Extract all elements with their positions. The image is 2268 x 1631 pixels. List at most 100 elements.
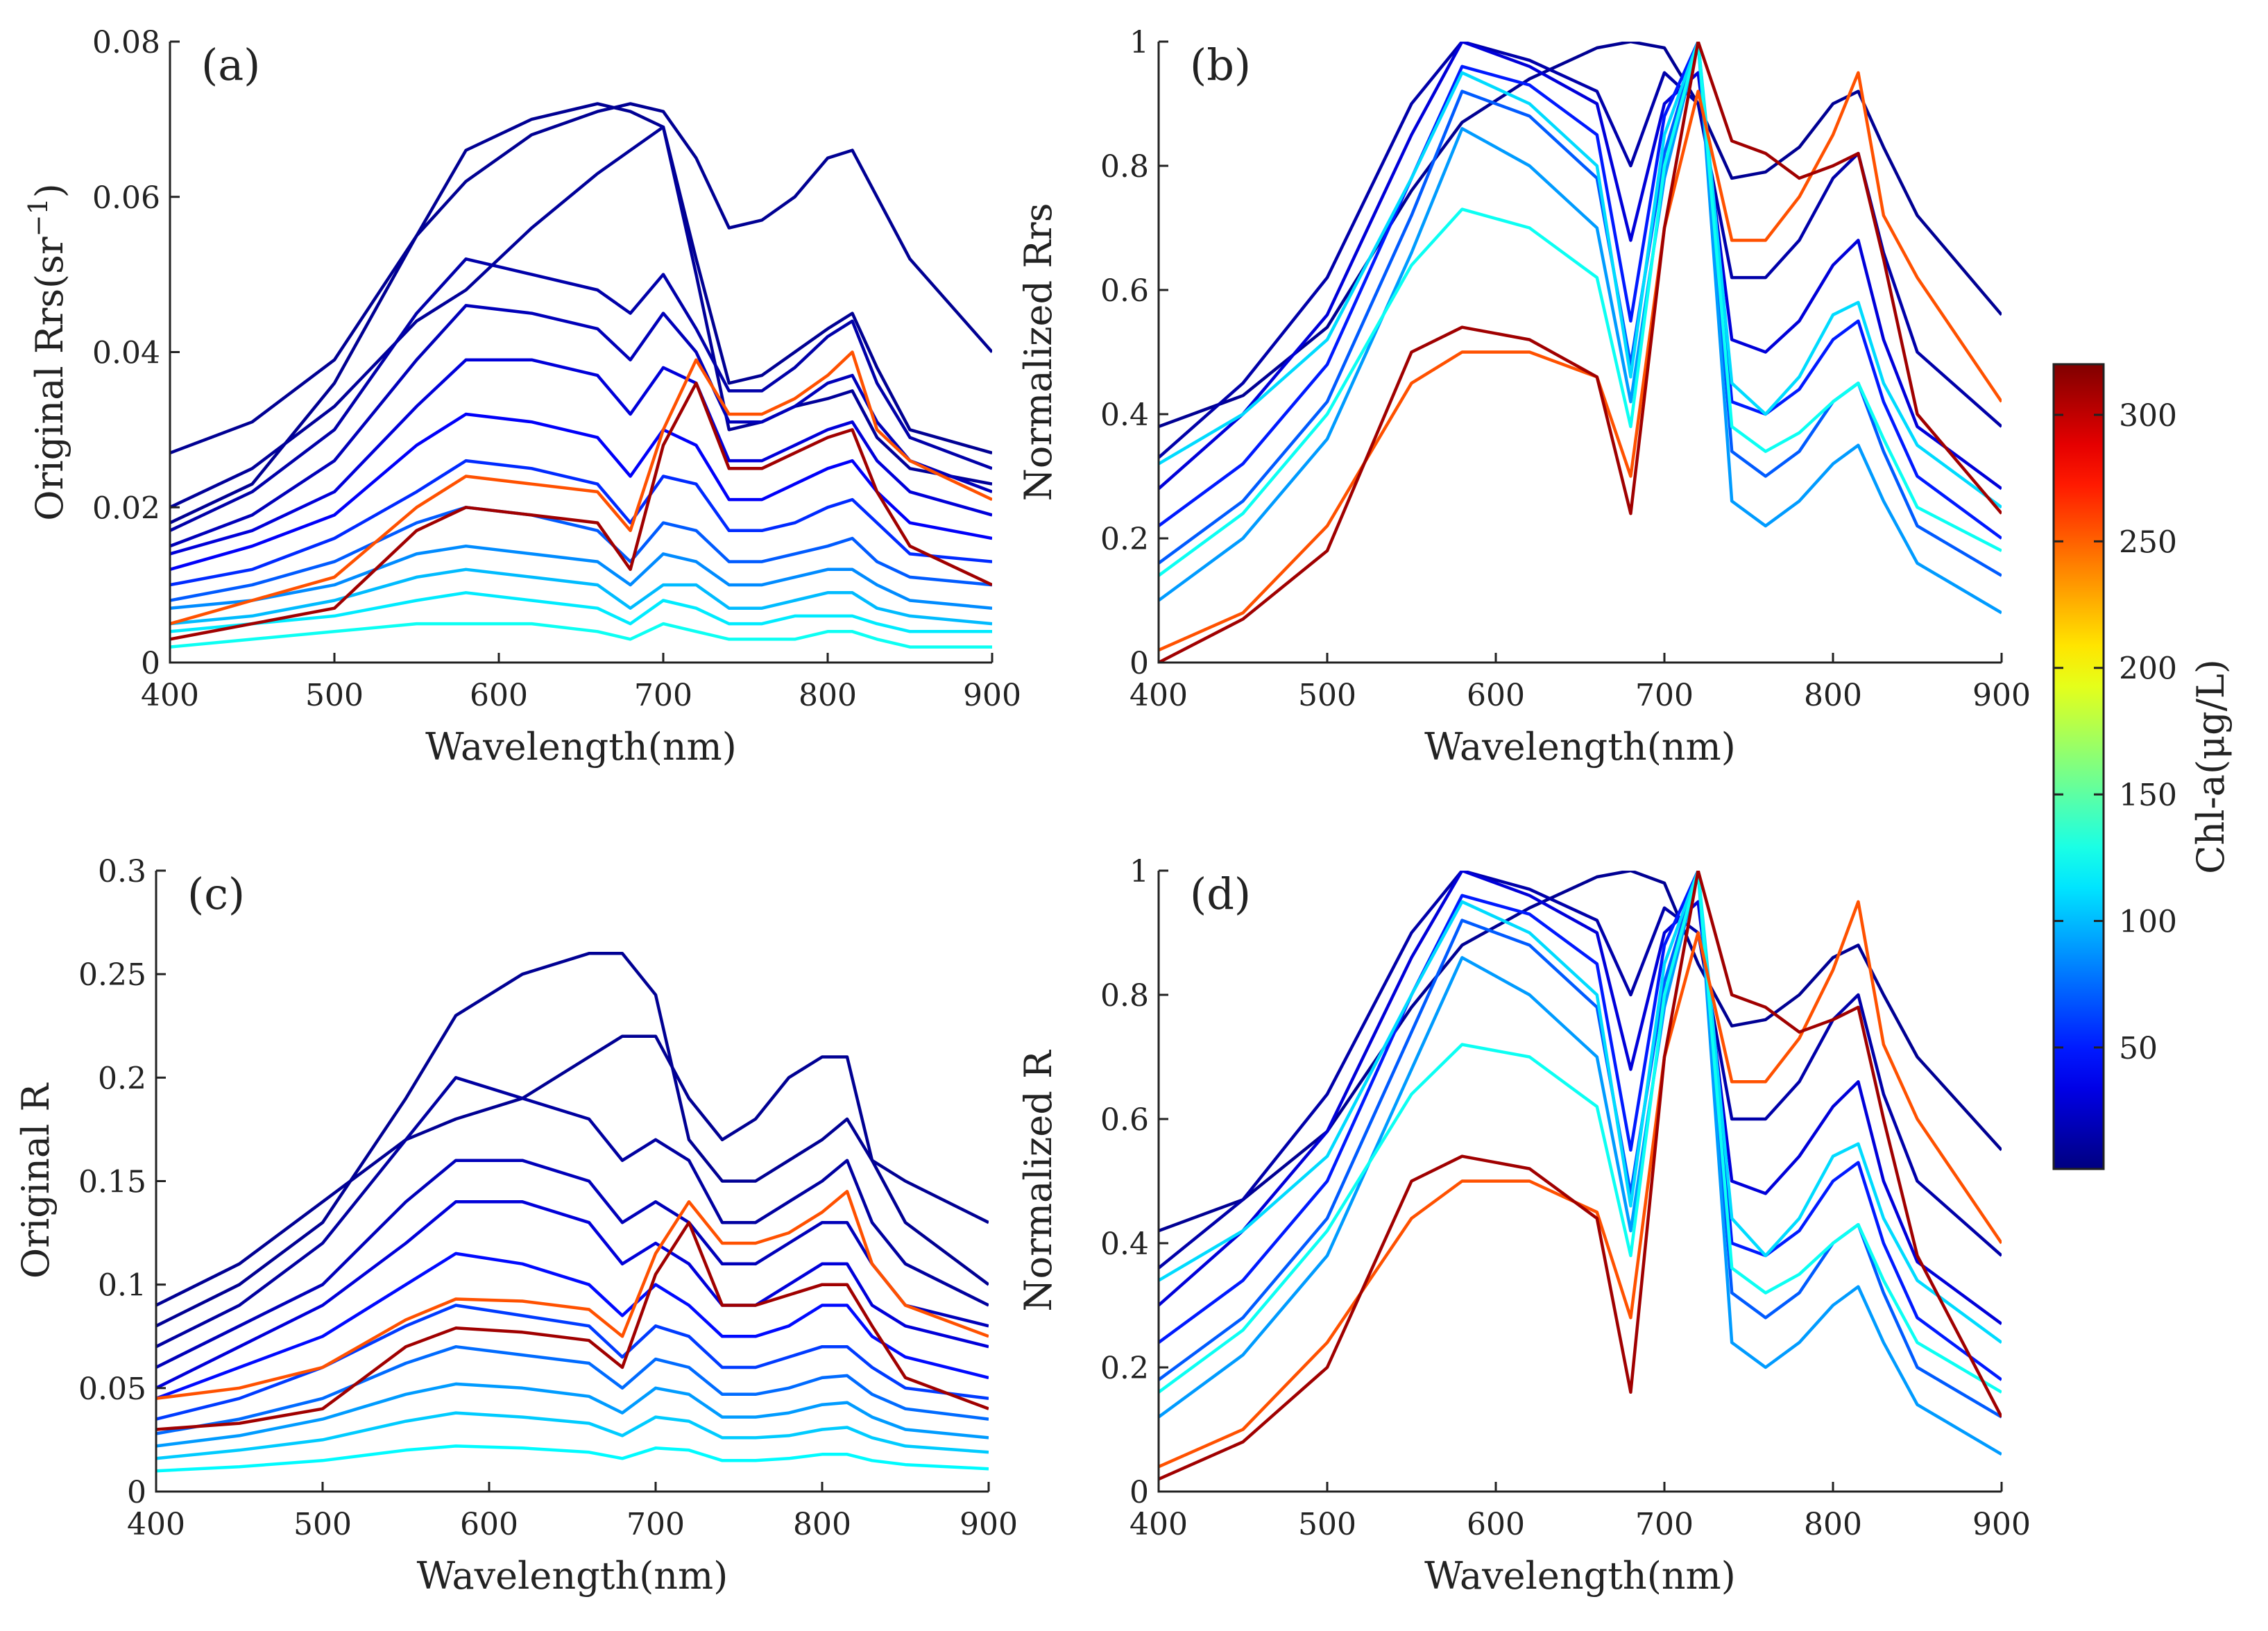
x-tick-label: 500 <box>1298 678 1356 713</box>
y-tick-label: 0 <box>141 646 160 681</box>
colorbar-tick-label: 150 <box>2119 778 2177 813</box>
spectrum-line <box>170 358 992 556</box>
y-tick-label: 1 <box>1129 25 1149 60</box>
spectrum-line <box>1159 871 2002 1381</box>
y-axis-label: Normalized Rrs <box>1016 203 1060 502</box>
y-tick-label: 0.6 <box>1100 273 1149 309</box>
x-tick-label: 700 <box>626 1507 685 1542</box>
panel-label: (d) <box>1190 869 1251 919</box>
y-tick-label: 0.2 <box>1100 1351 1149 1386</box>
y-tick-label: 1 <box>1129 854 1149 889</box>
colorbar-tick-label: 250 <box>2119 524 2177 560</box>
x-tick-label: 900 <box>963 678 1021 713</box>
x-tick-label: 900 <box>960 1507 1018 1542</box>
spectrum-line <box>170 382 992 641</box>
panel-a: 400 500 600 700 800 900 0 0.02 0.04 0.06 0.08 Wavel… <box>23 25 1021 769</box>
spectrum-line <box>170 591 992 633</box>
spectrum-line <box>156 1382 989 1448</box>
spectrum-line <box>170 412 992 571</box>
x-tick-label: 800 <box>793 1507 851 1542</box>
x-tick-label: 900 <box>1972 678 2031 713</box>
plot-area <box>156 952 989 1473</box>
y-tick-label: 0.05 <box>78 1372 146 1407</box>
x-tick-label: 400 <box>127 1507 185 1542</box>
y-tick-label: 0 <box>127 1475 146 1510</box>
y-tick-label: 0.06 <box>92 180 160 216</box>
spectrum-line <box>1159 42 2002 459</box>
x-tick-label: 700 <box>634 678 692 713</box>
spectrum-line <box>1159 871 2002 1326</box>
spectrum-line <box>156 1252 989 1400</box>
spectrum-line <box>170 567 992 626</box>
colorbar-ticks: 50 100 150 200 250 300 <box>2054 398 2177 1066</box>
x-tick-label: 400 <box>141 678 199 713</box>
y-axis-label: Original R <box>14 1083 58 1279</box>
x-tick-label: 600 <box>1467 1507 1525 1542</box>
x-tick-label: 400 <box>1129 1507 1188 1542</box>
panel-d: 400 500 600 700 800 900 0 0.2 0.4 0.6 0.8 1 Waveleng… <box>1016 854 2031 1598</box>
spectrum-line <box>1159 871 2002 1394</box>
y-axis-label: Normalized R <box>1016 1050 1060 1312</box>
y-tick-label: 0.02 <box>92 490 160 526</box>
spectrum-line <box>156 1411 989 1460</box>
spectrum-line <box>156 1076 989 1349</box>
spectrum-line <box>156 1220 989 1431</box>
spectrum-line <box>156 1200 989 1390</box>
y-tick-label: 0.2 <box>98 1061 146 1096</box>
spectrum-line <box>170 350 992 626</box>
spectrum-line <box>170 257 992 532</box>
y-axis-label: Original Rrs(sr−1) <box>23 183 71 521</box>
x-tick-label: 600 <box>460 1507 518 1542</box>
panel-label: (c) <box>187 869 245 919</box>
x-tick-label: 900 <box>1972 1507 2031 1542</box>
x-axis-label: Wavelength(nm) <box>425 725 737 769</box>
y-tick-label: 0.04 <box>92 336 160 371</box>
y-tick-label: 0 <box>1129 646 1149 681</box>
x-axis-label: Wavelength(nm) <box>1424 725 1736 769</box>
x-tick-label: 600 <box>470 678 528 713</box>
spectrum-line <box>170 544 992 610</box>
plot-area <box>1159 42 2002 663</box>
panel-b: 400 500 600 700 800 900 0 0.2 0.4 0.6 0.8 1 Waveleng… <box>1016 25 2031 769</box>
panel-label: (b) <box>1190 40 1251 90</box>
spectrum-line <box>1159 871 2002 1456</box>
spectrum-line <box>156 1034 989 1307</box>
y-tick-label: 0.8 <box>1100 149 1149 185</box>
plot-area <box>1159 871 2002 1481</box>
colorbar-label: Chl-a(μg/L) <box>2189 659 2233 874</box>
y-tick-label: 0.15 <box>78 1165 146 1200</box>
x-tick-label: 500 <box>1298 1507 1356 1542</box>
spectrum-line <box>1159 871 2002 1344</box>
spectrum-line <box>170 622 992 649</box>
spectrum-line <box>1159 42 2002 540</box>
spectrum-line <box>1159 871 2002 1270</box>
y-tick-label: 0 <box>1129 1475 1149 1510</box>
spectrum-line <box>170 102 992 455</box>
x-tick-label: 400 <box>1129 678 1188 713</box>
spectrum-line <box>156 1190 989 1401</box>
y-tick-label: 0.4 <box>1100 1227 1149 1262</box>
y-tick-label: 0.25 <box>78 957 146 993</box>
spectrum-line <box>1159 42 2002 509</box>
spectrum-line <box>1159 42 2002 577</box>
spectrum-line <box>1159 900 2002 1469</box>
x-tick-label: 700 <box>1635 678 1694 713</box>
x-tick-label: 700 <box>1635 1507 1694 1542</box>
x-tick-label: 800 <box>1804 678 1862 713</box>
spectrum-line <box>1159 871 2002 1481</box>
spectrum-line <box>156 1344 989 1435</box>
x-axis-label: Wavelength(nm) <box>1424 1554 1736 1598</box>
x-tick-label: 500 <box>305 678 364 713</box>
spectrum-line <box>156 952 989 1328</box>
colorbar-tick-label: 300 <box>2119 398 2177 434</box>
plot-area <box>170 102 992 649</box>
y-tick-label: 0.1 <box>98 1268 146 1304</box>
spectrum-line <box>156 1444 989 1473</box>
x-tick-label: 800 <box>799 678 857 713</box>
spectrum-line <box>156 1304 989 1421</box>
spectrum-line <box>170 304 992 548</box>
y-tick-label: 0.6 <box>1100 1102 1149 1138</box>
spectrum-line <box>1159 42 2002 663</box>
y-tick-label: 0.3 <box>98 854 146 889</box>
